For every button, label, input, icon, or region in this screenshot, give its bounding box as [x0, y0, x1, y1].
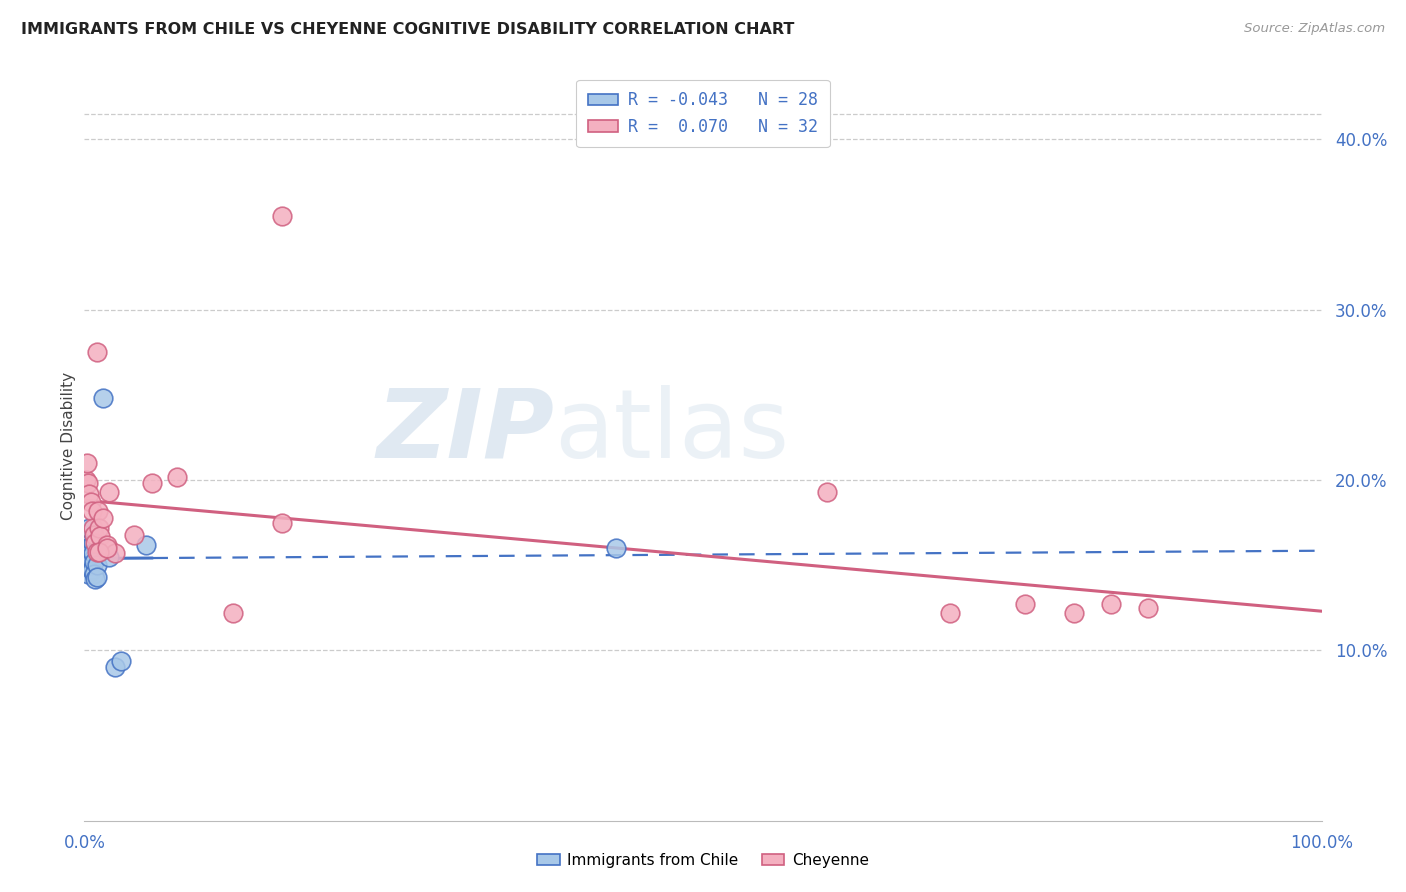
- Point: [86, 570, 108, 584]
- Point: [141, 476, 163, 491]
- Point: [76, 456, 98, 470]
- Point: [84, 536, 107, 550]
- Legend: R = -0.043   N = 28, R =  0.070   N = 32: R = -0.043 N = 28, R = 0.070 N = 32: [576, 79, 830, 147]
- Point: [135, 538, 157, 552]
- Point: [96, 538, 118, 552]
- Point: [75, 549, 97, 564]
- Point: [605, 541, 627, 556]
- Point: [271, 516, 294, 530]
- Point: [939, 606, 962, 620]
- Point: [110, 654, 132, 668]
- Point: [76, 527, 98, 541]
- Text: atlas: atlas: [554, 384, 790, 477]
- Point: [1014, 598, 1036, 612]
- Point: [98, 485, 121, 500]
- Point: [98, 549, 121, 564]
- Point: [77, 558, 100, 573]
- Point: [104, 546, 127, 560]
- Point: [82, 546, 104, 560]
- Point: [83, 566, 105, 581]
- Point: [1137, 600, 1160, 615]
- Point: [83, 527, 105, 541]
- Point: [77, 566, 100, 581]
- Point: [82, 536, 104, 550]
- Point: [87, 504, 110, 518]
- Point: [86, 544, 108, 558]
- Point: [76, 538, 98, 552]
- Point: [91, 510, 114, 524]
- Point: [77, 541, 100, 556]
- Point: [104, 660, 127, 674]
- Point: [91, 392, 114, 406]
- Point: [79, 495, 101, 509]
- Point: [122, 527, 145, 541]
- Text: ZIP: ZIP: [377, 384, 554, 477]
- Point: [82, 521, 104, 535]
- Legend: Immigrants from Chile, Cheyenne: Immigrants from Chile, Cheyenne: [529, 845, 877, 875]
- Point: [271, 209, 294, 223]
- Point: [79, 544, 101, 558]
- Point: [79, 541, 101, 556]
- Point: [80, 563, 103, 577]
- Point: [83, 555, 105, 569]
- Point: [80, 553, 103, 567]
- Point: [77, 549, 100, 564]
- Point: [86, 345, 108, 359]
- Point: [1063, 606, 1085, 620]
- Point: [89, 544, 111, 558]
- Point: [89, 521, 111, 535]
- Y-axis label: Cognitive Disability: Cognitive Disability: [60, 372, 76, 520]
- Point: [222, 606, 245, 620]
- Point: [1099, 598, 1122, 612]
- Point: [89, 529, 111, 543]
- Point: [76, 544, 98, 558]
- Text: IMMIGRANTS FROM CHILE VS CHEYENNE COGNITIVE DISABILITY CORRELATION CHART: IMMIGRANTS FROM CHILE VS CHEYENNE COGNIT…: [21, 22, 794, 37]
- Point: [75, 473, 97, 487]
- Point: [84, 572, 107, 586]
- Point: [166, 469, 188, 483]
- Point: [815, 485, 838, 500]
- Point: [77, 476, 100, 491]
- Point: [96, 541, 118, 556]
- Point: [79, 558, 101, 573]
- Point: [75, 541, 97, 556]
- Text: Source: ZipAtlas.com: Source: ZipAtlas.com: [1244, 22, 1385, 36]
- Point: [79, 486, 101, 500]
- Point: [86, 558, 108, 573]
- Point: [80, 504, 103, 518]
- Point: [79, 521, 101, 535]
